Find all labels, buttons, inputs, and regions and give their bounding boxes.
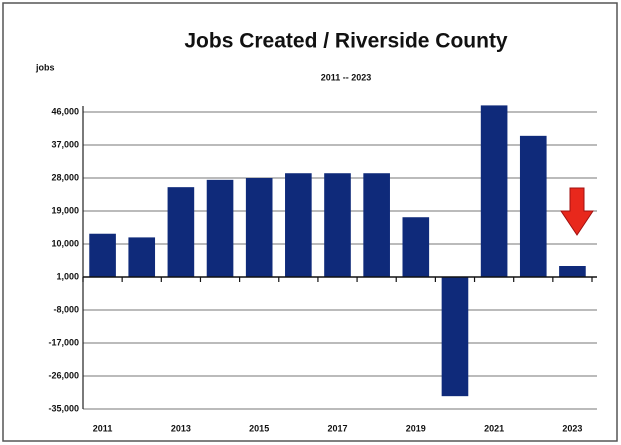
x-tick-label: 2019 xyxy=(406,423,426,433)
bar xyxy=(324,173,351,277)
chart-subtitle: 2011 -- 2023 xyxy=(321,72,372,82)
y-tick-label: 46,000 xyxy=(51,106,79,116)
bar xyxy=(128,237,156,277)
bar xyxy=(480,105,508,278)
y-tick-label: -17,000 xyxy=(48,337,79,347)
x-tick-label: 2023 xyxy=(562,423,582,433)
bar xyxy=(89,233,116,277)
x-tick-label: 2017 xyxy=(327,423,347,433)
y-tick-label: -35,000 xyxy=(48,403,79,413)
y-tick-label: 37,000 xyxy=(51,139,79,149)
bar xyxy=(285,173,312,277)
bar xyxy=(559,266,586,277)
y-tick-label: 28,000 xyxy=(51,172,79,182)
x-tick-label: 2015 xyxy=(249,423,269,433)
bar xyxy=(441,277,469,397)
bar xyxy=(402,217,430,277)
bar xyxy=(167,187,195,277)
y-tick-label: -8,000 xyxy=(53,304,79,314)
bar xyxy=(363,173,390,277)
chart-title: Jobs Created / Riverside County xyxy=(184,30,508,53)
x-tick-label: 2021 xyxy=(484,423,504,433)
bar xyxy=(519,135,547,277)
y-tick-label: 19,000 xyxy=(51,205,79,215)
bar xyxy=(206,179,234,277)
bar xyxy=(245,178,273,277)
y-tick-label: -26,000 xyxy=(48,370,79,380)
down-arrow xyxy=(560,187,594,236)
x-tick-label: 2013 xyxy=(171,423,191,433)
y-axis-label: jobs xyxy=(35,62,55,72)
y-tick-label: 1,000 xyxy=(56,271,79,281)
y-tick-label: 10,000 xyxy=(51,238,79,248)
x-tick-label: 2011 xyxy=(93,423,113,433)
